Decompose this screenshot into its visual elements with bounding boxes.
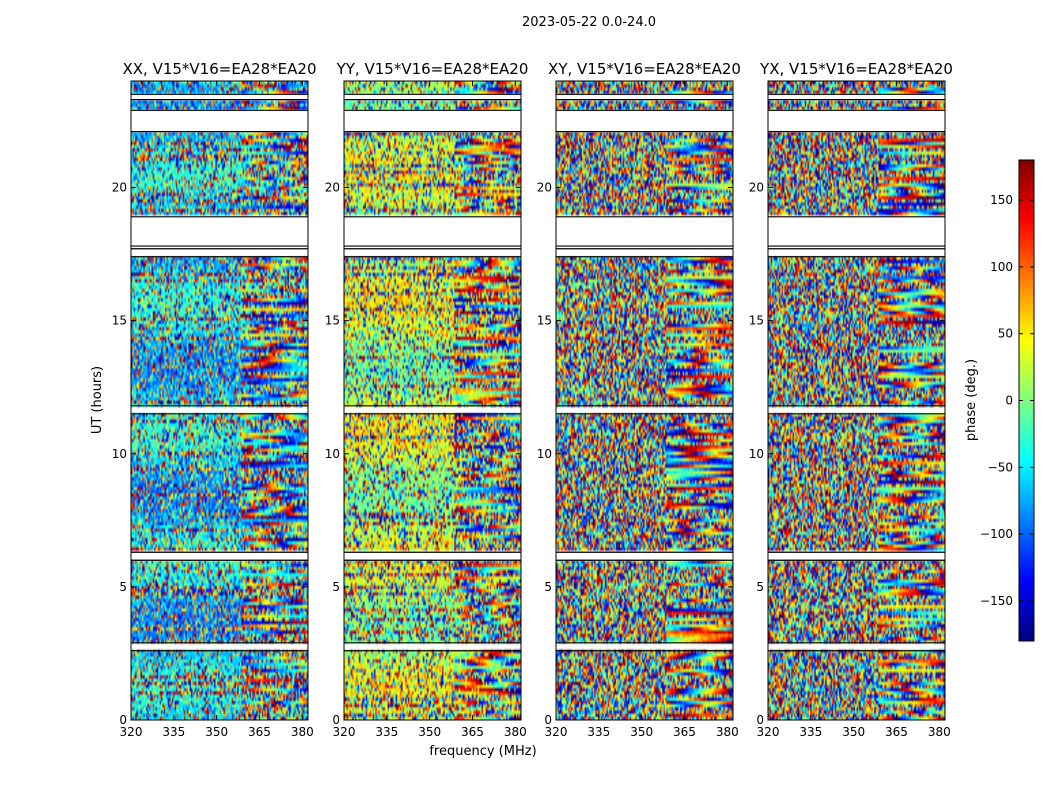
colorbar-tick-label: −50 [988,460,1013,474]
colorbar-tick-label: 100 [990,260,1013,274]
y-axis-label: UT (hours) [90,366,105,434]
y-tick-label: 15 [325,314,340,328]
panel-1: YY, V15*V16=EA28*EA20 320 335 350 365 380 0 5 10… [325,60,529,739]
x-tick-label: 350 [205,725,228,739]
heatmap-image [768,81,945,720]
panel-title: YX, V15*V16=EA28*EA20 [759,60,953,78]
x-tick-label: 350 [842,725,865,739]
panel-3: YX, V15*V16=EA28*EA20 320 335 350 365 380 0 5 10… [749,60,953,739]
x-tick-label: 380 [504,725,527,739]
colorbar-tick-label: 50 [998,327,1013,341]
y-tick-label: 20 [325,181,340,195]
y-tick-label: 0 [544,713,552,727]
x-tick-label: 380 [716,725,739,739]
x-tick-label: 365 [673,725,696,739]
y-tick-label: 0 [756,713,764,727]
heatmap-image [556,81,733,720]
y-tick-label: 10 [325,447,340,461]
x-tick-label: 335 [799,725,822,739]
y-tick-label: 20 [537,181,552,195]
y-tick-label: 10 [749,447,764,461]
x-tick-label: 365 [461,725,484,739]
colorbar-tick-label: 0 [1005,394,1013,408]
panel-2: XY, V15*V16=EA28*EA20 320 335 350 365 380 0 5 10… [537,60,741,739]
x-tick-label: 380 [291,725,314,739]
heatmap-image [344,81,521,720]
colorbar-label: phase (deg.) [964,359,979,441]
x-tick-label: 365 [248,725,271,739]
x-tick-label: 320 [545,725,568,739]
colorbar-tick-label: −150 [980,594,1013,608]
x-tick-label: 320 [757,725,780,739]
panel-frame [343,80,522,721]
x-axis-label: frequency (MHz) [429,744,536,759]
colorbar-tick-label: 150 [990,193,1013,207]
x-tick-label: 380 [928,725,951,739]
panel-title: XX, V15*V16=EA28*EA20 [122,60,316,78]
y-tick-label: 15 [537,314,552,328]
panel-frame [767,80,946,721]
y-tick-label: 0 [119,713,127,727]
panel-0: XX, V15*V16=EA28*EA20 320 335 350 365 380 0 5 10… [112,60,317,739]
y-tick-label: 15 [112,314,127,328]
y-tick-label: 20 [112,181,127,195]
panel-frame [555,80,734,721]
y-tick-label: 15 [749,314,764,328]
colorbar: 150 100 50 0 −50 −100 −150 phase (deg.) [964,159,1035,642]
x-tick-label: 365 [885,725,908,739]
panel-frame [130,80,309,721]
figure-suptitle: 2023-05-22 0.0-24.0 [522,15,656,30]
colorbar-ticks: 150 100 50 0 −50 −100 −150 [980,193,1034,608]
y-tick-label: 10 [112,447,127,461]
x-tick-label: 320 [333,725,356,739]
x-tick-label: 335 [375,725,398,739]
x-tick-label: 335 [162,725,185,739]
heatmap-image [131,81,308,720]
x-tick-label: 350 [418,725,441,739]
y-tick-label: 0 [332,713,340,727]
x-tick-label: 350 [630,725,653,739]
y-tick-label: 20 [749,181,764,195]
y-tick-label: 5 [332,580,340,594]
x-tick-label: 320 [120,725,143,739]
panel-title: YY, V15*V16=EA28*EA20 [336,60,529,78]
colorbar-tick-label: −100 [980,527,1013,541]
y-tick-label: 10 [537,447,552,461]
y-tick-label: 5 [119,580,127,594]
panels-group: XX, V15*V16=EA28*EA20 320 335 350 365 380 0 5 10… [112,60,953,739]
x-tick-label: 335 [587,725,610,739]
panel-title: XY, V15*V16=EA28*EA20 [548,60,741,78]
y-tick-label: 5 [756,580,764,594]
y-tick-label: 5 [544,580,552,594]
